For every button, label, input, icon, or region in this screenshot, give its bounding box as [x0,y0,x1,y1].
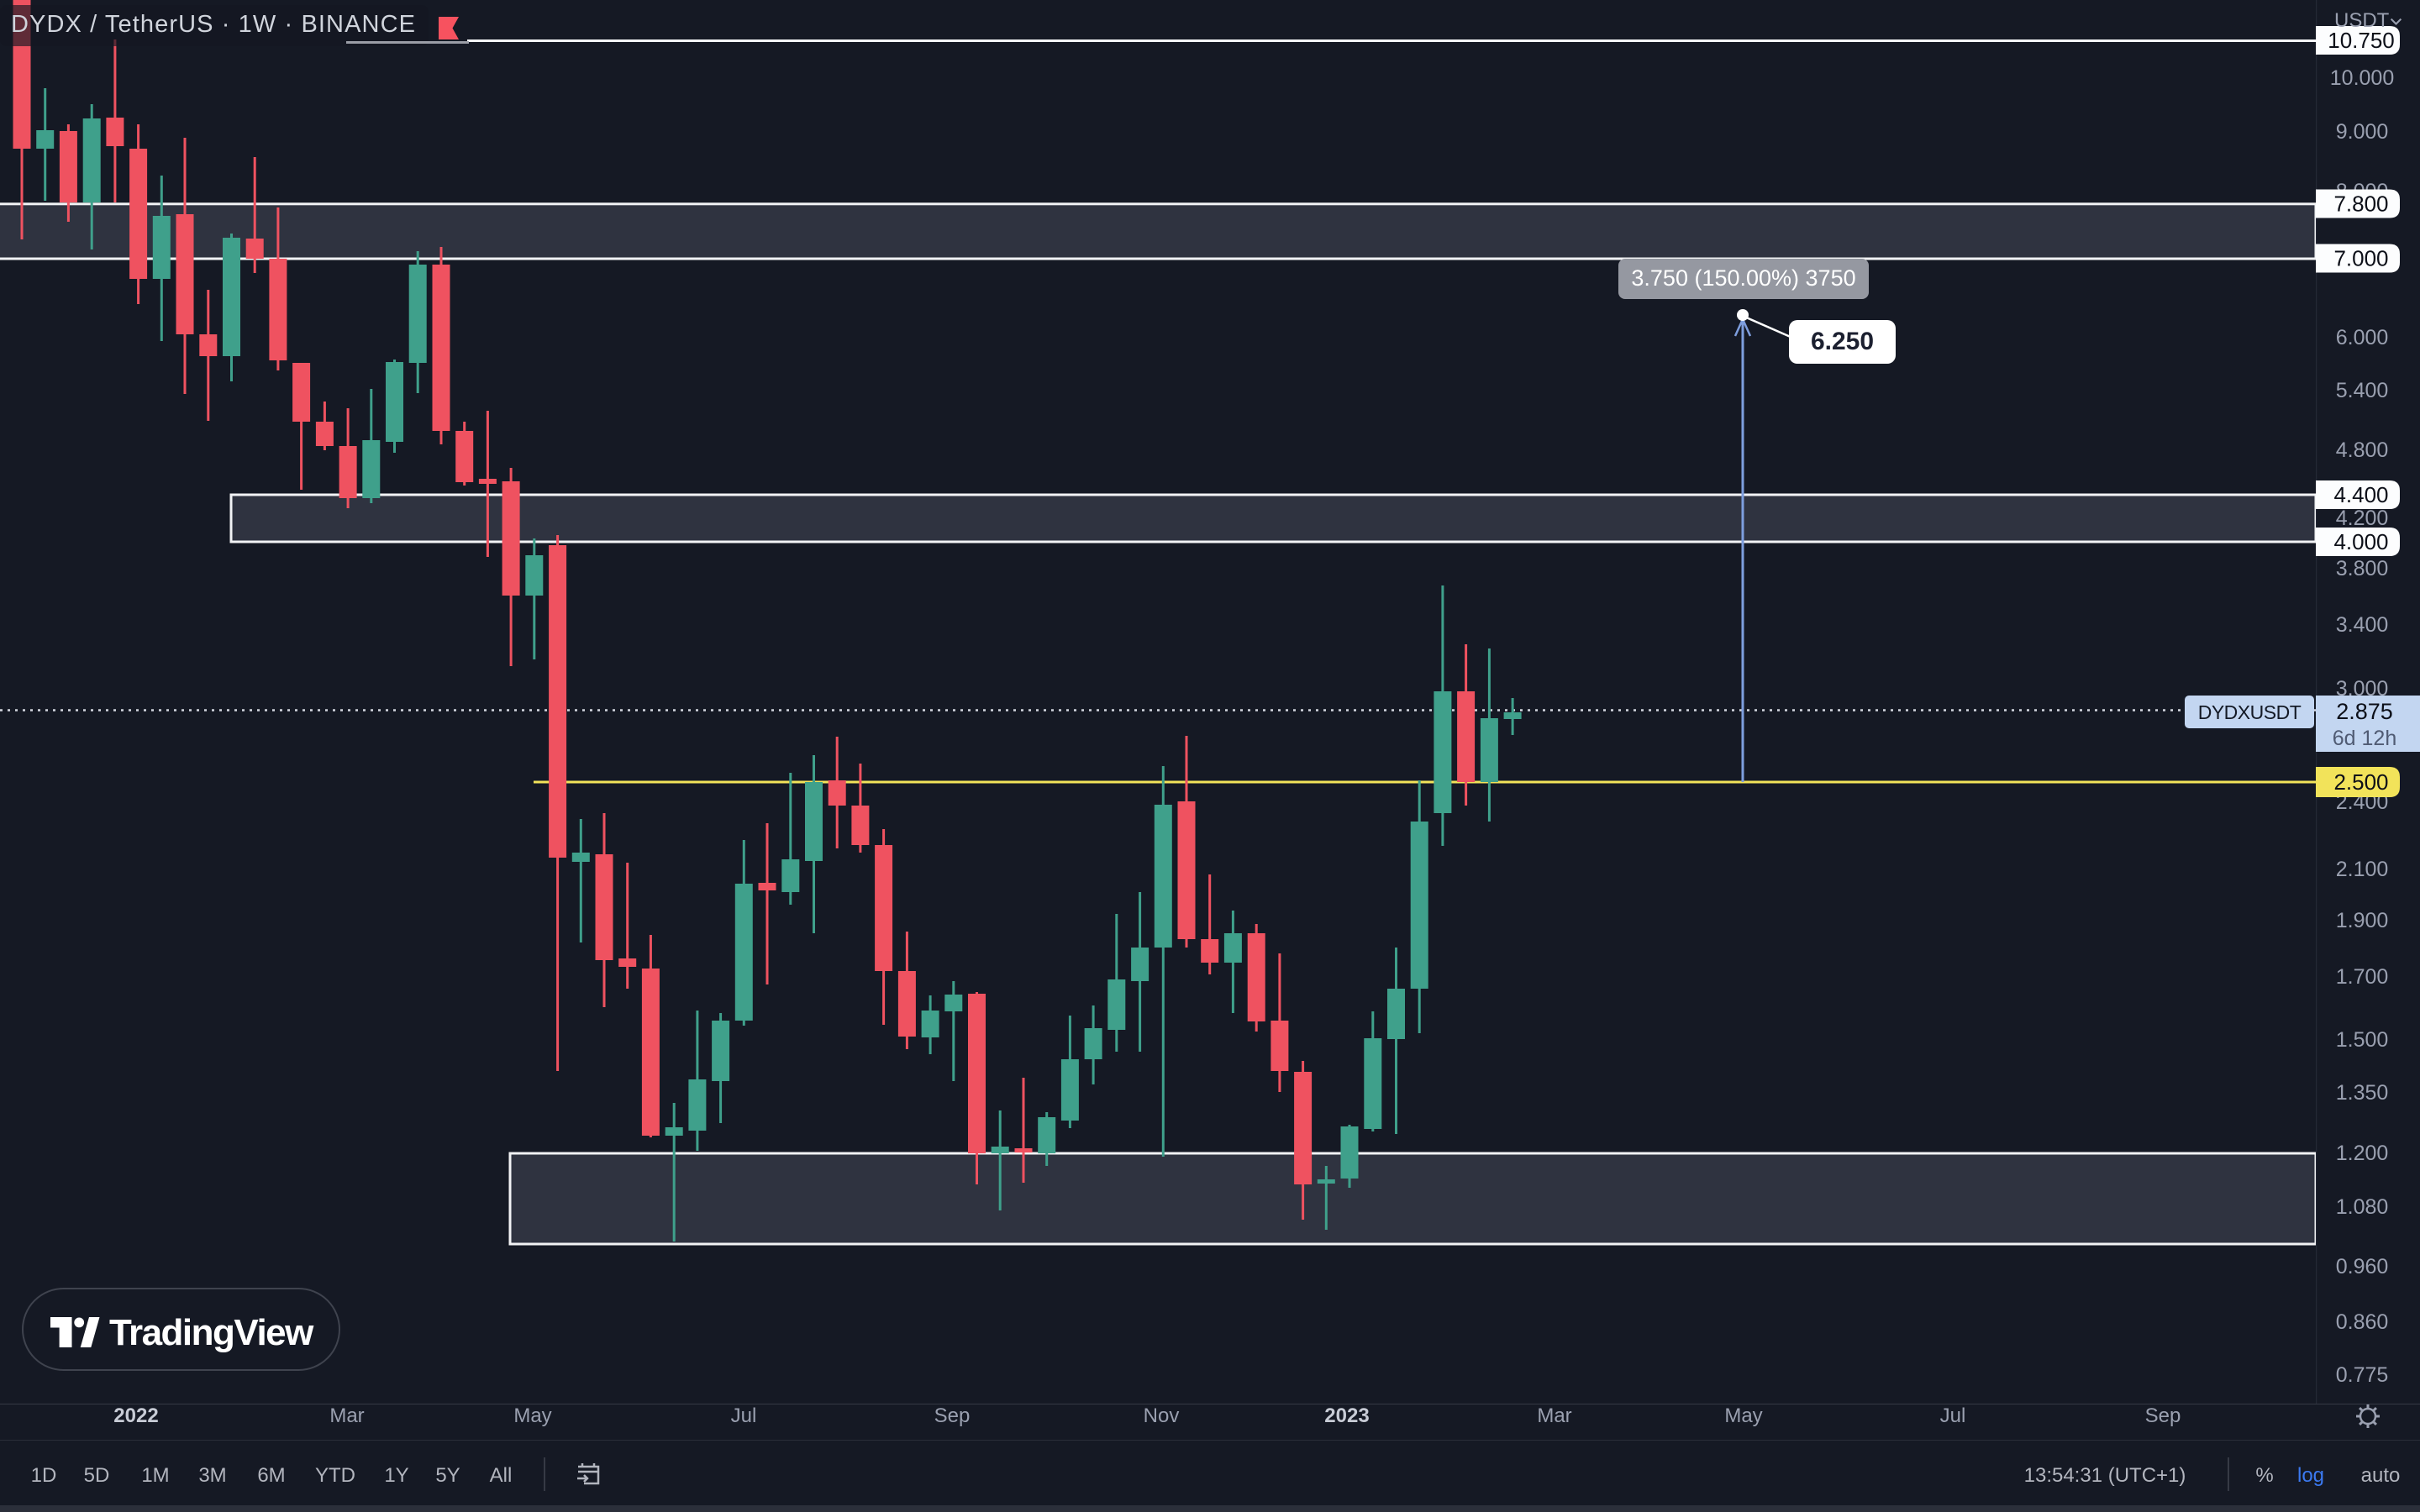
svg-text:9.000: 9.000 [2336,120,2389,144]
svg-text:0.860: 0.860 [2336,1310,2389,1334]
svg-text:3.800: 3.800 [2336,557,2389,580]
svg-text:1.500: 1.500 [2336,1028,2389,1052]
svg-text:1.200: 1.200 [2336,1142,2389,1165]
svg-text:5.400: 5.400 [2336,379,2389,402]
svg-text:0.960: 0.960 [2336,1255,2389,1278]
svg-text:6d 12h: 6d 12h [2333,727,2396,750]
svg-text:1.350: 1.350 [2336,1081,2389,1105]
svg-text:0.775: 0.775 [2336,1363,2389,1387]
svg-text:1.080: 1.080 [2336,1195,2389,1219]
svg-text:4.000: 4.000 [2333,529,2388,554]
svg-text:7.000: 7.000 [2333,246,2388,271]
svg-text:6.250: 6.250 [1811,328,1874,355]
svg-text:DYDXUSDT: DYDXUSDT [2198,701,2302,723]
svg-text:3.750 (150.00%) 3750: 3.750 (150.00%) 3750 [1631,265,1855,291]
svg-text:7.800: 7.800 [2333,192,2388,217]
svg-text:2.100: 2.100 [2336,858,2389,881]
svg-text:6.000: 6.000 [2336,326,2389,349]
svg-text:4.800: 4.800 [2336,438,2389,462]
svg-text:10.000: 10.000 [2330,66,2394,90]
svg-text:3.400: 3.400 [2336,613,2389,637]
svg-text:4.400: 4.400 [2333,482,2388,507]
svg-text:4.200: 4.200 [2336,507,2389,530]
svg-text:2.875: 2.875 [2336,699,2393,724]
svg-text:1.900: 1.900 [2336,909,2389,932]
svg-text:1.700: 1.700 [2336,965,2389,989]
svg-text:2.500: 2.500 [2333,769,2388,795]
svg-text:10.750: 10.750 [2328,28,2395,53]
